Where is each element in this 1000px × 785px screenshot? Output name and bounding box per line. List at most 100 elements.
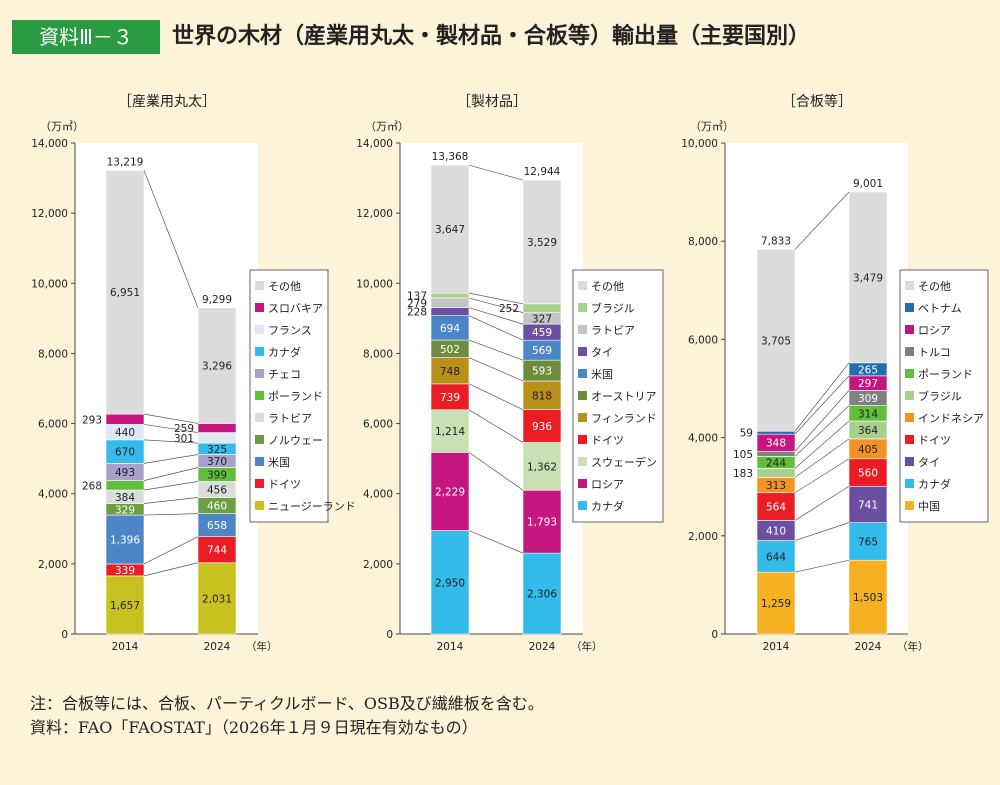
data-label: 569	[532, 345, 552, 357]
data-label: 3,479	[853, 272, 883, 284]
legend-label: ドイツ	[268, 478, 301, 491]
legend-swatch	[905, 281, 914, 290]
data-label: 765	[858, 536, 878, 548]
y-tick-label: 4,000	[38, 489, 68, 501]
bar-segment	[522, 303, 562, 313]
connector-line	[794, 405, 850, 457]
connector-line	[468, 452, 524, 491]
data-label: 348	[766, 438, 786, 450]
bar-segment	[430, 297, 470, 308]
legend-swatch	[578, 501, 587, 510]
data-label: 493	[115, 467, 135, 479]
data-label: 460	[207, 501, 227, 513]
data-label: 228	[407, 307, 427, 319]
y-tick-label: 2,000	[38, 559, 68, 571]
data-label: 364	[858, 425, 878, 437]
y-tick-label: 10,000	[356, 278, 393, 290]
total-label: 13,219	[107, 156, 144, 168]
legend-label: ベトナム	[918, 302, 962, 315]
legend-label: ドイツ	[918, 434, 951, 447]
note-text: 注：合板等には、合板、パーティクルボード、OSB及び繊維板を含む。	[30, 694, 544, 713]
total-label: 9,299	[202, 294, 232, 306]
bar-segment	[522, 489, 562, 554]
connector-line	[143, 170, 199, 308]
bar-segment	[430, 383, 470, 411]
data-label: 405	[858, 444, 878, 456]
connector-line	[468, 307, 524, 325]
x-axis-unit: （年）	[897, 640, 929, 653]
bar-segment	[197, 536, 237, 564]
legend-label: その他	[268, 280, 301, 293]
data-label: 2,229	[435, 486, 465, 498]
data-label: 694	[440, 323, 460, 335]
connector-line	[794, 522, 850, 541]
data-label: 399	[207, 469, 227, 481]
bar-segment	[105, 170, 145, 415]
bar-segment	[848, 522, 888, 561]
legend-swatch	[255, 413, 264, 422]
legend-label: その他	[918, 280, 951, 293]
connector-line	[468, 530, 524, 554]
data-label: 1,503	[853, 592, 883, 604]
legend-swatch	[905, 347, 914, 356]
bar-segment	[197, 307, 237, 424]
connector-line	[794, 375, 850, 435]
data-label: 137	[407, 291, 427, 303]
legend-swatch	[255, 457, 264, 466]
data-label: 329	[115, 504, 135, 516]
data-label: 1,657	[110, 600, 140, 612]
connector-line	[143, 562, 199, 577]
bar-segment	[848, 458, 888, 487]
legend-label: ブラジル	[918, 389, 962, 403]
legend-label: その他	[591, 280, 624, 293]
connector-line	[468, 383, 524, 410]
connector-line	[794, 485, 850, 521]
connector-line	[794, 362, 850, 432]
legend-box	[899, 269, 989, 523]
y-tick-label: 8,000	[38, 348, 68, 360]
legend-label: トルコ	[918, 346, 951, 359]
legend-label: ロシア	[918, 324, 951, 337]
y-axis-unit: （万㎥）	[365, 120, 409, 133]
legend-swatch	[905, 501, 914, 510]
connector-line	[794, 390, 850, 452]
total-label: 7,833	[761, 235, 791, 247]
y-tick-label: 12,000	[31, 208, 68, 220]
connector-line	[143, 497, 199, 504]
legend-swatch	[578, 369, 587, 378]
legend-swatch	[905, 303, 914, 312]
legend-label: カナダ	[591, 499, 624, 513]
data-label: 309	[858, 393, 878, 405]
y-tick-label: 4,000	[688, 433, 718, 445]
legend-swatch	[578, 413, 587, 422]
connector-line	[468, 339, 524, 361]
data-label: 748	[440, 366, 460, 378]
y-tick-label: 0	[386, 629, 393, 641]
legend-swatch	[905, 413, 914, 422]
bar-segment	[430, 164, 470, 294]
header: 資料Ⅲ－３ 世界の木材（産業用丸太・製材品・合板等）輸出量（主要国別）	[0, 0, 1000, 60]
connector-line	[468, 297, 524, 313]
figure-number-badge: 資料Ⅲ－３	[12, 20, 160, 54]
y-tick-label: 2,000	[363, 559, 393, 571]
total-label: 9,001	[853, 178, 883, 190]
data-label: 2,306	[527, 589, 557, 601]
legend-label: ノルウェー	[268, 434, 323, 447]
legend-swatch	[578, 303, 587, 312]
bar-segment	[197, 432, 237, 444]
legend-label: タイ	[591, 346, 613, 359]
data-label: 644	[766, 551, 786, 563]
bar-segment	[105, 413, 145, 425]
chart-title: ［産業用丸太］	[118, 94, 216, 110]
y-tick-label: 4,000	[363, 489, 393, 501]
y-tick-label: 6,000	[688, 334, 718, 346]
data-label: 593	[532, 366, 552, 378]
legend-swatch	[255, 479, 264, 488]
legend-label: スロバキア	[268, 302, 323, 315]
data-label: 105	[733, 449, 753, 461]
data-label: 564	[766, 502, 786, 514]
data-label: 1,259	[761, 598, 791, 610]
legend-label: ドイツ	[591, 434, 624, 447]
legend-swatch	[255, 325, 264, 334]
legend-swatch	[255, 501, 264, 510]
